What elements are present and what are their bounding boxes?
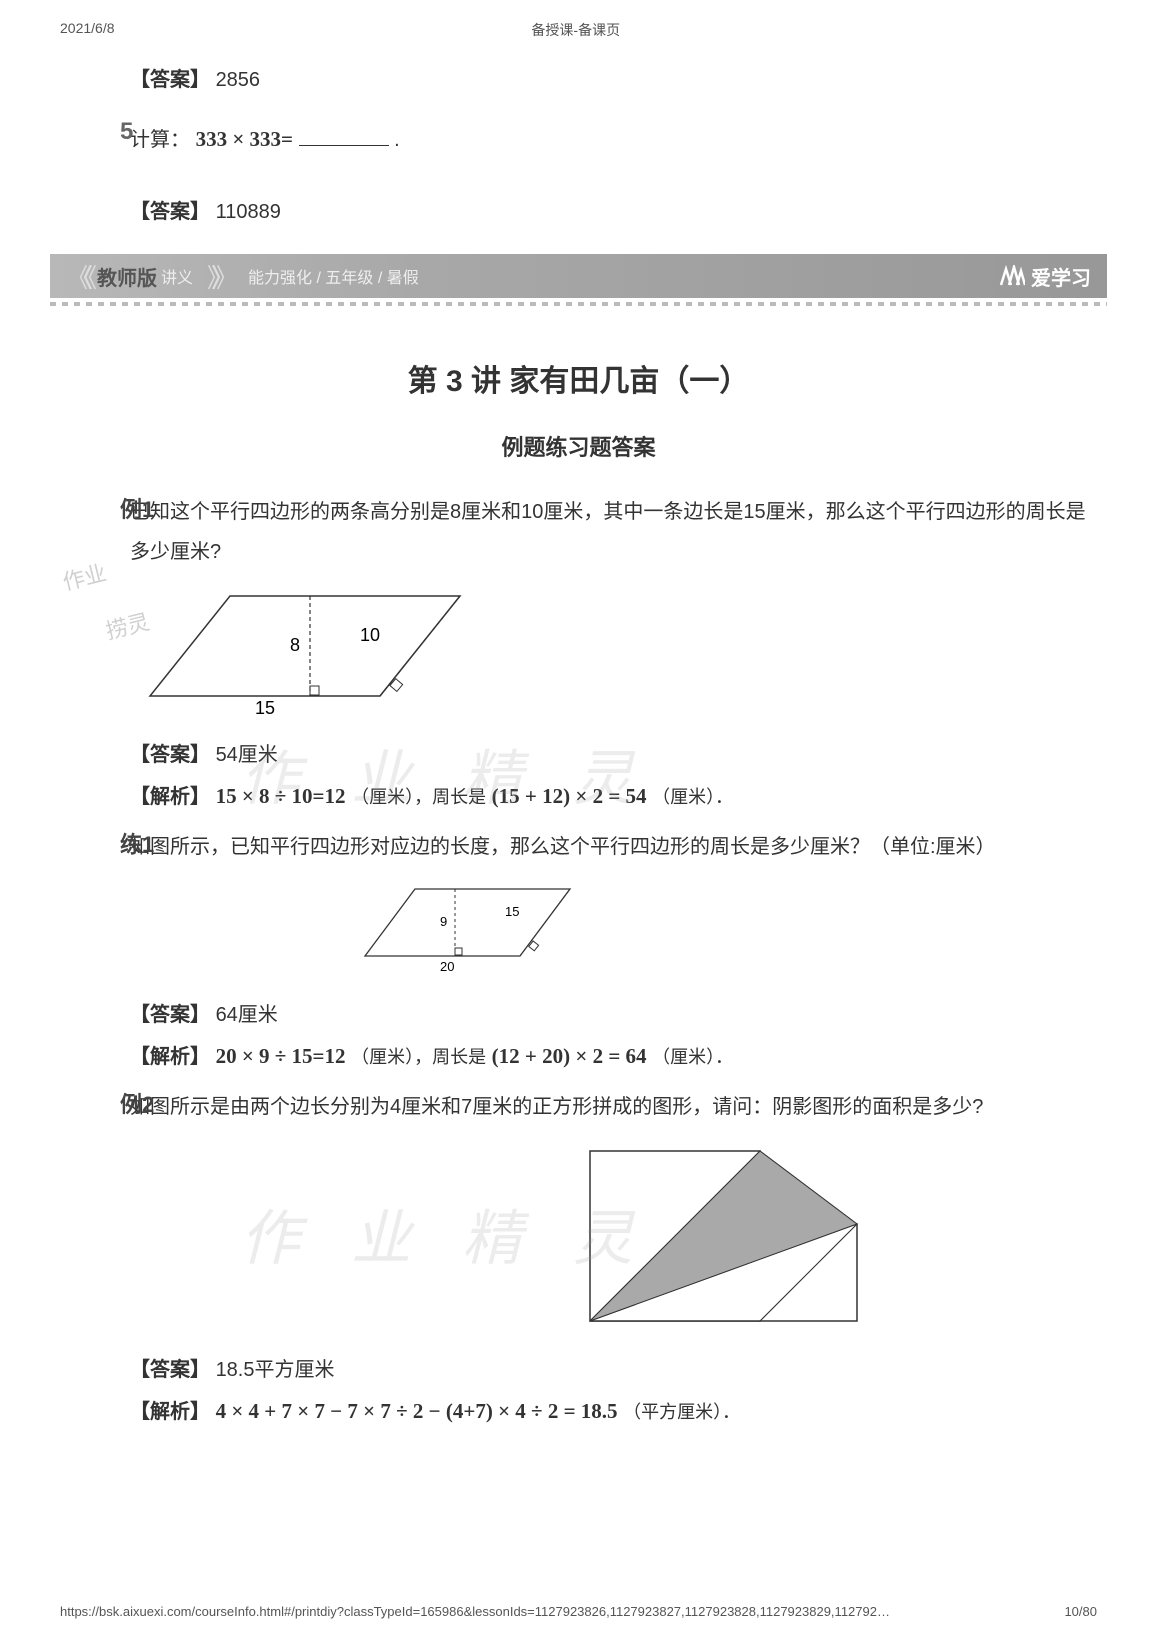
answer-value: 18.5平方厘米: [216, 1359, 335, 1381]
solution-label: 【解析】: [130, 1401, 210, 1423]
practice-1-solution: 【解析】 20 × 9 ÷ 15=12 （厘米），周长是 (12 + 20) ×…: [130, 1035, 1097, 1077]
example-1-answer: 【答案】 54厘米: [130, 735, 1097, 775]
fig-base: 15: [255, 698, 275, 716]
sol-c: (15 + 12) × 2 = 54: [492, 784, 647, 808]
banner-lecture: 讲义: [161, 264, 193, 288]
answer-value: 2856: [216, 69, 261, 91]
example-2-solution: 【解析】 4 × 4 + 7 × 7 − 7 × 7 ÷ 2 − (4+7) ×…: [130, 1390, 1097, 1432]
footer-page: 10/80: [1064, 1604, 1097, 1619]
brand-icon: [999, 265, 1025, 287]
example-2-figure: [580, 1141, 1097, 1336]
practice-1-answer: 【答案】 64厘米: [130, 995, 1097, 1035]
chevron-right-icon: 》》: [207, 258, 230, 295]
solution-label: 【解析】: [130, 1046, 210, 1068]
example-1-figure: 8 10 15: [130, 586, 1097, 721]
banner-underline: [50, 302, 1107, 306]
q5-math: 333 × 333=: [196, 127, 293, 151]
question-5: 5 计算： 333 × 333= .: [60, 118, 1097, 160]
banner-crumbs: 能力强化 / 五年级 / 暑假: [248, 264, 419, 288]
answer-110889: 【答案】 110889: [130, 190, 1097, 234]
example-1: 例1 已知这个平行四边形的两条高分别是8厘米和10厘米，其中一条边长是15厘米，…: [60, 492, 1097, 572]
example-2-answer: 【答案】 18.5平方厘米: [130, 1350, 1097, 1390]
fig-h1: 8: [290, 635, 300, 655]
practice-1-figure: 9 15 20: [360, 881, 1097, 981]
example-2-question: 如图所示是由两个边长分别为4厘米和7厘米的正方形拼成的图形，请问：阴影图形的面积…: [130, 1087, 1097, 1127]
section-banner: 《《 教师版 讲义 》》 能力强化 / 五年级 / 暑假 爱学习: [50, 254, 1107, 298]
sol-a: 15 × 8 ÷ 10=12: [216, 784, 346, 808]
q5-text: 计算：: [130, 129, 190, 151]
sol-math: 4 × 4 + 7 × 7 − 7 × 7 ÷ 2 − (4+7) × 4 ÷ …: [216, 1399, 618, 1423]
sol-b: （厘米），周长是: [351, 787, 486, 807]
answer-label: 【答案】: [130, 69, 210, 91]
question-number: 5: [120, 118, 133, 146]
fig-h2: 10: [360, 625, 380, 645]
q5-tail: .: [394, 129, 400, 151]
example-1-solution: 【解析】 15 × 8 ÷ 10=12 （厘米），周长是 (15 + 12) ×…: [130, 775, 1097, 817]
answer-value: 54厘米: [216, 744, 278, 766]
footer-url: https://bsk.aixuexi.com/courseInfo.html#…: [60, 1604, 890, 1619]
sol-d: （厘米）．: [652, 1047, 733, 1067]
example-1-question: 已知这个平行四边形的两条高分别是8厘米和10厘米，其中一条边长是15厘米，那么这…: [130, 492, 1097, 572]
sol-a: 20 × 9 ÷ 15=12: [216, 1044, 346, 1068]
blank-underline: [299, 124, 389, 146]
answer-value: 64厘米: [216, 1004, 278, 1026]
example-label: 例2: [120, 1087, 154, 1119]
practice-1-question: 如图所示，已知平行四边形对应边的长度，那么这个平行四边形的周长是多少厘米？（单位…: [130, 827, 1097, 867]
brand-logo: 爱学习: [999, 262, 1091, 291]
practice-1: 练1 如图所示，已知平行四边形对应边的长度，那么这个平行四边形的周长是多少厘米？…: [60, 827, 1097, 867]
fig-h2: 15: [505, 904, 519, 919]
brand-text: 爱学习: [1031, 262, 1091, 291]
chevron-left-icon: 《《: [66, 258, 89, 295]
page-header: 2021/6/8 备授课-备课页: [60, 20, 1097, 40]
solution-label: 【解析】: [130, 786, 210, 808]
practice-label: 练1: [120, 827, 154, 859]
answer-value: 110889: [216, 201, 281, 223]
answer-2856: 【答案】 2856: [130, 58, 1097, 102]
example-2: 例2 如图所示是由两个边长分别为4厘米和7厘米的正方形拼成的图形，请问：阴影图形…: [60, 1087, 1097, 1127]
header-date: 2021/6/8: [60, 20, 115, 40]
banner-teacher: 教师版: [97, 262, 157, 291]
sol-d: （厘米）．: [652, 787, 733, 807]
answer-label: 【答案】: [130, 744, 210, 766]
sol-c: (12 + 20) × 2 = 64: [492, 1044, 647, 1068]
page-footer: https://bsk.aixuexi.com/courseInfo.html#…: [60, 1604, 1097, 1619]
fig-base: 20: [440, 959, 454, 974]
squares-diagram: [580, 1141, 860, 1331]
fig-h1: 9: [440, 914, 447, 929]
answer-label: 【答案】: [130, 201, 210, 223]
lesson-subhead: 例题练习题答案: [60, 430, 1097, 462]
header-title: 备授课-备课页: [531, 20, 620, 40]
answer-label: 【答案】: [130, 1359, 210, 1381]
parallelogram-diagram-2: 9 15 20: [360, 881, 590, 976]
lesson-title: 第 3 讲 家有田几亩（一）: [60, 356, 1097, 400]
answer-label: 【答案】: [130, 1004, 210, 1026]
sol-b: （厘米），周长是: [351, 1047, 486, 1067]
sol-tail: （平方厘米）．: [623, 1402, 740, 1422]
example-label: 例1: [120, 492, 154, 524]
